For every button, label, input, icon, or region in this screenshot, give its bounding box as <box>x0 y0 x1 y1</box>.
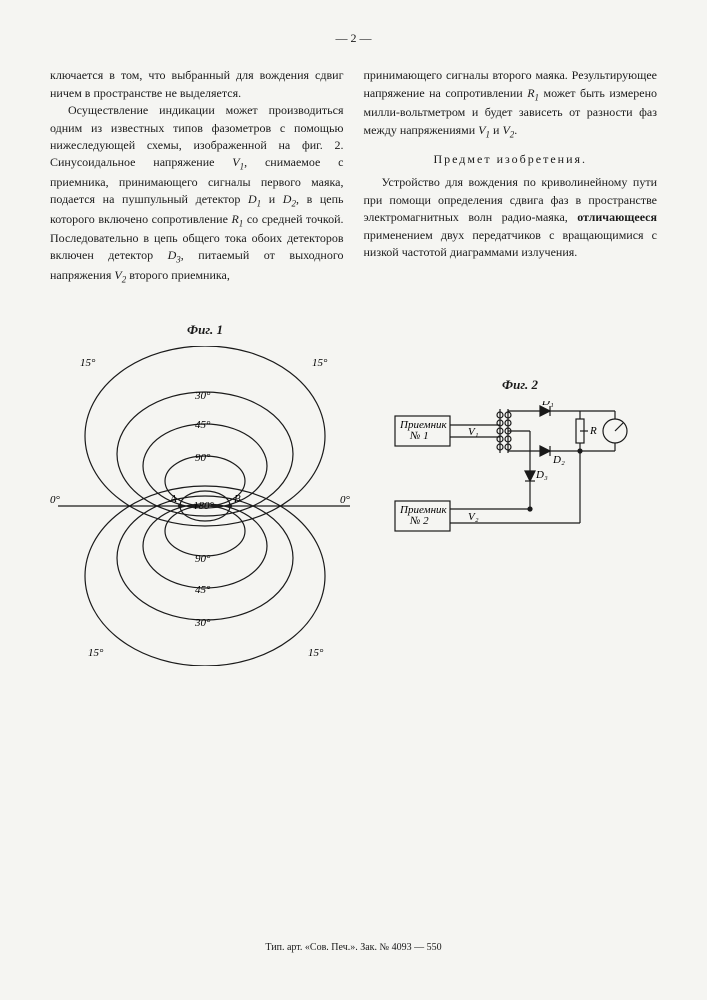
var-label: D₂ <box>552 454 565 466</box>
angle-label: 90° <box>195 452 211 464</box>
angle-label: 15° <box>308 647 324 659</box>
angle-label: 90° <box>195 553 211 565</box>
angle-label: 30° <box>194 390 211 402</box>
angle-label: 15° <box>88 647 104 659</box>
text-columns: ключается в том, что выбранный для вожде… <box>0 47 707 296</box>
var-label: D₃ <box>535 469 548 481</box>
angle-label: 0° <box>340 494 351 506</box>
box-label: № 1 <box>409 430 429 442</box>
left-column: ключается в том, что выбранный для вожде… <box>50 67 344 286</box>
angle-label: 180° <box>193 500 215 512</box>
paragraph: ключается в том, что выбранный для вожде… <box>50 67 344 102</box>
var-label: V₂ <box>468 511 479 523</box>
angle-label: 15° <box>312 357 328 369</box>
fig1-svg: 15° 15° 30° 45° 90° 180° 90° 45° 30° 15°… <box>50 346 360 666</box>
angle-label: 45° <box>195 419 211 431</box>
point-label: A <box>169 493 177 505</box>
var: V <box>478 123 485 137</box>
right-column: принимающего сигналы второго маяка. Резу… <box>364 67 658 286</box>
var: R <box>231 212 238 226</box>
section-title: Предмет изобретения. <box>364 151 658 168</box>
var-label: V₁ <box>468 426 479 438</box>
text: применением двух передатчиков с вращающи… <box>364 228 658 259</box>
page-number: — 2 — <box>0 0 707 47</box>
angle-label: 0° <box>50 494 61 506</box>
var-label: R <box>589 425 597 437</box>
var: D <box>168 248 177 262</box>
text: и <box>490 123 502 137</box>
point-label: B <box>234 493 241 505</box>
figure-2: Фиг. 2 <box>390 376 650 556</box>
figures-region: Фиг. 1 15° <box>0 321 707 691</box>
paragraph: Устройство для вождения по криволинейном… <box>364 174 658 261</box>
text: . <box>514 123 517 137</box>
var-label: D₁ <box>541 401 554 408</box>
text: второго приемника, <box>126 268 230 282</box>
text: ключается в том, что выбранный для вожде… <box>50 68 344 99</box>
text: и <box>261 192 283 206</box>
fig1-label: Фиг. 1 <box>50 321 360 340</box>
fig2-label: Фиг. 2 <box>390 376 650 395</box>
angle-label: 45° <box>195 584 211 596</box>
fig2-svg: Приемник № 1 Приемник № 2 V₁ V₂ D₁ D₂ D₃… <box>390 401 650 561</box>
var: V <box>114 268 121 282</box>
figure-1: Фиг. 1 15° <box>50 321 360 661</box>
box-label: № 2 <box>409 515 429 527</box>
paragraph: принимающего сигналы второго маяка. Резу… <box>364 67 658 141</box>
footer-imprint: Тип. арт. «Сов. Печ.». Зак. № 4093 — 550 <box>0 941 707 956</box>
var: V <box>502 123 509 137</box>
angle-label: 30° <box>194 617 211 629</box>
var: V <box>232 155 239 169</box>
var: D <box>248 192 257 206</box>
bold-text: отличающееся <box>577 210 657 224</box>
var: R <box>527 86 534 100</box>
text: Предмет изобретения. <box>433 152 587 166</box>
angle-label: 15° <box>80 357 96 369</box>
paragraph: Осуществление индикации может производит… <box>50 102 344 286</box>
